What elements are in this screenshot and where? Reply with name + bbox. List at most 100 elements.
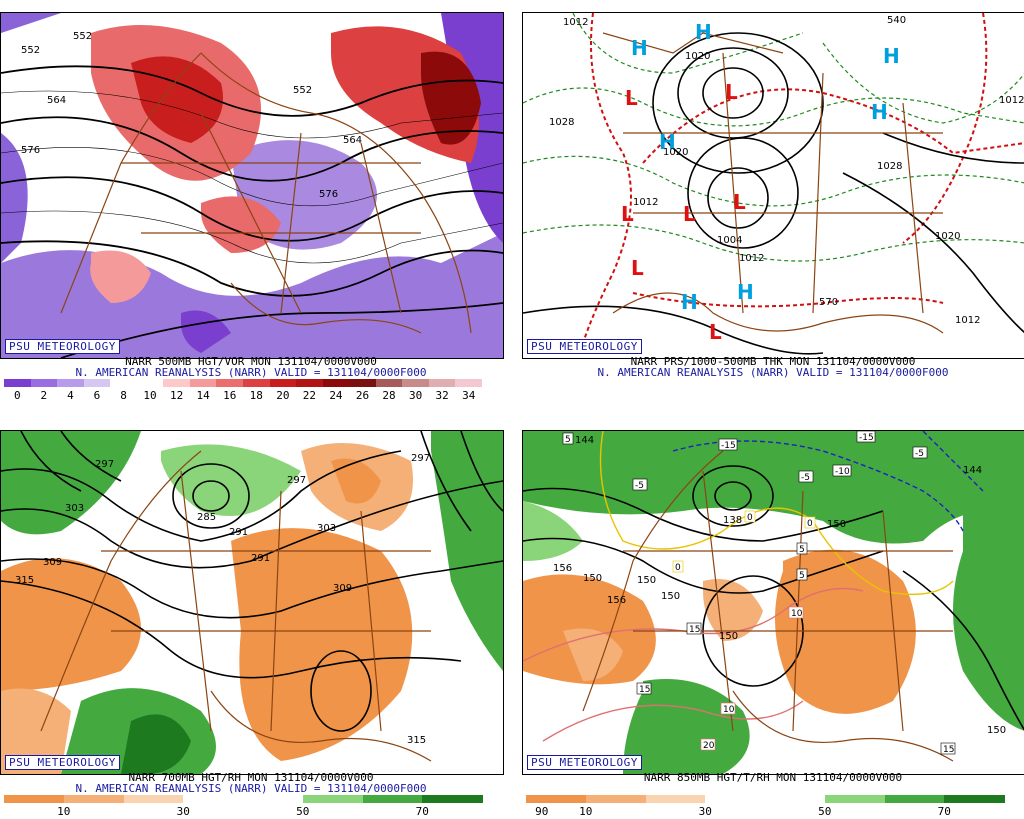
contour-label: 150 bbox=[661, 591, 680, 602]
low-pressure-symbol: L bbox=[625, 86, 638, 110]
colorbar-swatch bbox=[585, 795, 646, 803]
colorbar-tick-label: 18 bbox=[249, 389, 263, 402]
high-pressure-symbol: H bbox=[659, 130, 676, 154]
colorbar-swatch bbox=[302, 795, 363, 803]
colorbar-tick-label: 2 bbox=[40, 389, 48, 402]
contour-label: 144 bbox=[575, 435, 594, 446]
colorbar-swatch bbox=[526, 795, 587, 803]
caption-valid: N. AMERICAN REANALYSIS (NARR) VALID = 13… bbox=[75, 782, 427, 795]
colorbar-rh bbox=[4, 795, 483, 803]
colorbar-tick-label: 50 bbox=[818, 805, 832, 818]
colorbar-labels: 10 30 50 70 90 bbox=[4, 805, 548, 818]
high-pressure-symbol: H bbox=[883, 44, 900, 68]
colorbar-tick-label: 70 bbox=[937, 805, 951, 818]
contour-label: 1004 bbox=[717, 235, 742, 246]
colorbar-labels: 10 30 50 70 90 bbox=[526, 806, 1004, 818]
colorbar-tick-label: 16 bbox=[223, 389, 237, 402]
colorbar-swatch bbox=[705, 795, 766, 803]
contour-label: 297 bbox=[411, 453, 430, 464]
contour-label: 297 bbox=[95, 459, 114, 470]
colorbar-swatch bbox=[163, 379, 191, 387]
colorbar-tick-label: 90 bbox=[535, 805, 549, 818]
colorbar-swatch bbox=[189, 379, 217, 387]
high-pressure-symbol: H bbox=[871, 100, 888, 124]
contour-label: 309 bbox=[43, 557, 62, 568]
contour-label: 156 bbox=[553, 563, 572, 574]
caption-title: NARR PRS/1000-500MB THK MON 131104/0000V… bbox=[630, 355, 916, 368]
temp-label: 15 bbox=[943, 745, 954, 755]
low-pressure-symbol: L bbox=[683, 202, 696, 226]
contour-label: 315 bbox=[407, 735, 426, 746]
colorbar-swatch bbox=[765, 795, 826, 803]
high-pressure-symbol: H bbox=[681, 290, 698, 314]
colorbar-swatch bbox=[4, 379, 32, 387]
colorbar-swatch bbox=[4, 795, 65, 803]
temp-label: 15 bbox=[689, 625, 700, 635]
contour-label: 1028 bbox=[549, 117, 574, 128]
high-pressure-symbol: H bbox=[737, 280, 754, 304]
colorbar-swatch bbox=[375, 379, 403, 387]
temp-label: 10 bbox=[723, 705, 735, 715]
temp-label: 15 bbox=[639, 685, 650, 695]
colorbar-tick-label: 30 bbox=[698, 805, 712, 818]
temp-label: 0 bbox=[675, 563, 681, 573]
colorbar-swatch bbox=[884, 795, 945, 803]
colorbar-rh bbox=[526, 795, 1005, 803]
psu-meteorology-badge: PSU METEOROLOGY bbox=[5, 755, 120, 770]
contour-label: 144 bbox=[963, 465, 982, 476]
map-pressure-thickness: H H H H H H H L L L L L L L 1012 1020 10… bbox=[523, 13, 1024, 358]
psu-meteorology-badge: PSU METEOROLOGY bbox=[527, 755, 642, 770]
temp-label: -15 bbox=[859, 433, 874, 443]
panel-pressure-thickness: H H H H H H H L L L L L L L 1012 1020 10… bbox=[522, 12, 1024, 359]
contour-label: 564 bbox=[47, 95, 66, 106]
contour-label: 1012 bbox=[633, 197, 658, 208]
caption-title: NARR 850MB HGT/T/RH MON 131104/0000V000 bbox=[643, 771, 903, 784]
colorbar-tick-label: 24 bbox=[329, 389, 343, 402]
contour-label: 576 bbox=[21, 145, 40, 156]
contour-label: 150 bbox=[637, 575, 656, 586]
colorbar-swatch bbox=[243, 379, 271, 387]
colorbar-swatch bbox=[216, 379, 244, 387]
colorbar-swatch bbox=[428, 379, 456, 387]
low-pressure-symbol: L bbox=[621, 202, 634, 226]
colorbar-swatch bbox=[422, 795, 483, 803]
map-700mb-rh: 297 303 309 315 285 291 297 303 309 315 … bbox=[1, 431, 503, 774]
temp-label: 10 bbox=[791, 609, 803, 619]
colorbar-tick-label: 14 bbox=[196, 389, 210, 402]
colorbar-swatch bbox=[57, 379, 85, 387]
colorbar-swatch bbox=[455, 379, 483, 387]
temp-label: 20 bbox=[703, 741, 715, 751]
temp-label: 0 bbox=[807, 519, 813, 529]
colorbar-swatch bbox=[296, 379, 324, 387]
panel-850mb-temp-rh: 144 156 150 150 138 150 150 150 144 156 … bbox=[522, 430, 1024, 775]
colorbar-swatch bbox=[110, 379, 138, 387]
colorbar-tick-label: 32 bbox=[435, 389, 449, 402]
colorbar-tick-label: 10 bbox=[579, 805, 593, 818]
temp-label: -5 bbox=[801, 473, 810, 483]
colorbar-tick-label: 50 bbox=[296, 805, 310, 818]
contour-label: 1012 bbox=[739, 253, 764, 264]
colorbar-tick-label: 10 bbox=[57, 805, 71, 818]
temp-label: -10 bbox=[835, 467, 850, 477]
contour-label: 1020 bbox=[663, 147, 688, 158]
contour-label: 540 bbox=[887, 15, 906, 26]
colorbar-swatch bbox=[243, 795, 304, 803]
colorbar-tick-label: 4 bbox=[67, 389, 74, 402]
contour-label: 291 bbox=[251, 553, 270, 564]
contour-label: 552 bbox=[73, 31, 92, 42]
colorbar-swatch bbox=[183, 795, 244, 803]
contour-label: 1020 bbox=[685, 51, 710, 62]
colorbar-tick-label: 70 bbox=[415, 805, 429, 818]
caption-title: NARR 500MB HGT/VOR MON 131104/0000V000 bbox=[125, 355, 377, 368]
colorbar-tick-label: 30 bbox=[408, 389, 423, 402]
panel-700mb-rh: 297 303 309 315 285 291 297 303 309 315 … bbox=[0, 430, 504, 775]
contour-label: 303 bbox=[317, 523, 336, 534]
colorbar-swatch bbox=[944, 795, 1005, 803]
low-pressure-symbol: L bbox=[709, 320, 722, 344]
colorbar-tick-label: 34 bbox=[462, 389, 476, 402]
contour-label: 291 bbox=[229, 527, 248, 538]
map-500mb-vorticity: 552 564 576 552 564 576 552 bbox=[1, 13, 503, 358]
colorbar-swatch bbox=[63, 795, 124, 803]
contour-label: 576 bbox=[319, 189, 338, 200]
colorbar-tick-label: 12 bbox=[169, 389, 184, 402]
